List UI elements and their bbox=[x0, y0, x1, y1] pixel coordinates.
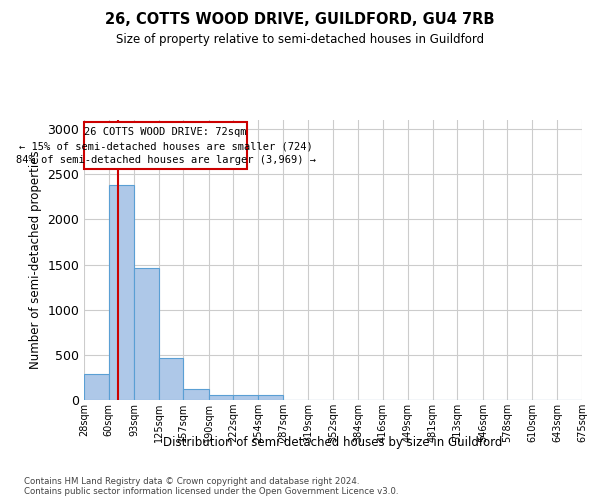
Text: ← 15% of semi-detached houses are smaller (724): ← 15% of semi-detached houses are smalle… bbox=[19, 141, 313, 151]
Text: Distribution of semi-detached houses by size in Guildford: Distribution of semi-detached houses by … bbox=[163, 436, 503, 449]
Text: 26, COTTS WOOD DRIVE, GUILDFORD, GU4 7RB: 26, COTTS WOOD DRIVE, GUILDFORD, GU4 7RB bbox=[105, 12, 495, 28]
Text: Contains HM Land Registry data © Crown copyright and database right 2024.: Contains HM Land Registry data © Crown c… bbox=[24, 476, 359, 486]
Bar bbox=[158, 358, 183, 400]
Text: 84% of semi-detached houses are larger (3,969) →: 84% of semi-detached houses are larger (… bbox=[16, 155, 316, 165]
Y-axis label: Number of semi-detached properties: Number of semi-detached properties bbox=[29, 150, 42, 370]
Text: 26 COTTS WOOD DRIVE: 72sqm: 26 COTTS WOOD DRIVE: 72sqm bbox=[85, 127, 247, 137]
Bar bbox=[134, 268, 158, 400]
Text: Contains public sector information licensed under the Open Government Licence v3: Contains public sector information licen… bbox=[24, 486, 398, 496]
Bar bbox=[233, 396, 258, 400]
Bar bbox=[183, 389, 209, 400]
Bar bbox=[209, 394, 233, 400]
Text: Size of property relative to semi-detached houses in Guildford: Size of property relative to semi-detach… bbox=[116, 32, 484, 46]
Bar bbox=[258, 396, 283, 400]
FancyBboxPatch shape bbox=[84, 122, 247, 169]
Bar bbox=[109, 185, 134, 400]
Bar bbox=[84, 374, 109, 400]
